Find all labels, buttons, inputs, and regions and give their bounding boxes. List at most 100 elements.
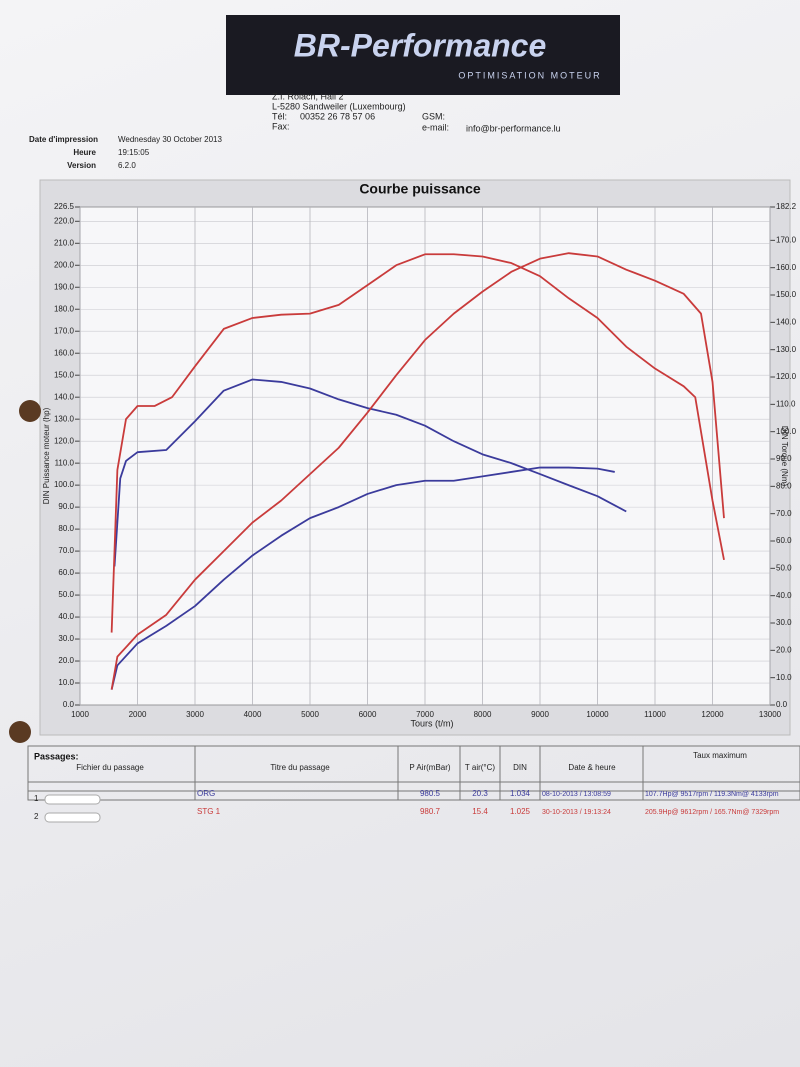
redacted xyxy=(44,812,101,823)
chart: 0.0 10.0 20.0 30.0 40.0 50.0 60.0 70.0 80.0 90.0 1… xyxy=(54,202,797,719)
punch-hole xyxy=(19,400,41,422)
y2-tick-label: 100.0 xyxy=(776,427,797,436)
table-header: P Air(mBar) xyxy=(409,763,451,772)
y2-tick-label: 120.0 xyxy=(776,372,797,381)
y-tick-label: 226.5 xyxy=(54,202,75,211)
chart-title: Courbe puissance xyxy=(359,181,481,197)
address: Z.I. Rolach, Hall 2 xyxy=(272,91,344,101)
y-tick-label: 210.0 xyxy=(54,238,75,247)
table-title: Passages: xyxy=(34,751,79,761)
y-tick-label: 80.0 xyxy=(58,524,74,533)
y-tick-label: 20.0 xyxy=(58,656,74,665)
x-tick-label: 10000 xyxy=(586,710,609,719)
table-cell: 205.9Hp@ 9612rpm / 165.7Nm@ 7329rpm xyxy=(645,809,779,816)
y2-tick-label: 110.0 xyxy=(776,399,796,408)
y-tick-label: 150.0 xyxy=(54,370,75,379)
table-cell: 08-10-2013 / 13:08:59 xyxy=(542,791,611,798)
x-tick-label: 3000 xyxy=(186,710,204,719)
label: GSM: xyxy=(422,111,445,121)
y2-tick-label: 20.0 xyxy=(776,645,792,654)
table-cell: 1 xyxy=(34,794,39,803)
y-tick-label: 100.0 xyxy=(54,480,75,489)
tagline: OPTIMISATION MOTEUR xyxy=(458,70,601,80)
y-tick-label: 130.0 xyxy=(54,414,75,423)
x-tick-label: 7000 xyxy=(416,710,434,719)
x-tick-label: 9000 xyxy=(531,710,549,719)
date: Wednesday 30 October 2013 xyxy=(118,135,222,144)
y-tick-label: 70.0 xyxy=(58,546,74,555)
table-cell: 1.034 xyxy=(510,789,531,798)
table-cell: ORG xyxy=(197,789,215,798)
y-tick-label: 190.0 xyxy=(54,282,75,291)
time: 19:15:05 xyxy=(118,148,150,157)
x-tick-label: 2000 xyxy=(129,710,147,719)
y2-tick-label: 170.0 xyxy=(776,235,797,244)
table-header: T air(°C) xyxy=(465,763,495,772)
y2-tick-label: 10.0 xyxy=(776,673,792,682)
x-axis-title: Tours (t/m) xyxy=(410,718,453,728)
y2-tick-label: 90.0 xyxy=(776,454,792,463)
x-tick-label: 11000 xyxy=(644,710,666,719)
y-tick-label: 170.0 xyxy=(54,326,75,335)
table-header: Taux maximum xyxy=(693,751,747,760)
series-line xyxy=(110,466,615,690)
y2-tick-label: 150.0 xyxy=(776,290,797,299)
table-header: Fichier du passage xyxy=(76,763,144,772)
y-tick-label: 180.0 xyxy=(54,304,75,313)
redacted xyxy=(44,794,101,805)
y-tick-label: 220.0 xyxy=(54,216,75,225)
logo: BR-Performance xyxy=(294,27,547,63)
y-tick-label: 30.0 xyxy=(58,634,74,643)
table-cell: 980.7 xyxy=(420,807,441,816)
version: 6.2.0 xyxy=(118,161,136,170)
y-tick-label: 200.0 xyxy=(54,260,75,269)
table-cell: 107.7Hp@ 9517rpm / 119.3Nm@ 4133rpm xyxy=(645,791,779,798)
y2-tick-label: 160.0 xyxy=(776,263,797,272)
table-cell: STG 1 xyxy=(197,807,221,816)
x-tick-label: 13000 xyxy=(759,710,782,719)
label: Tél: xyxy=(272,111,287,121)
table-cell: 980.5 xyxy=(420,789,441,798)
y-tick-label: 40.0 xyxy=(58,612,74,621)
x-tick-label: 6000 xyxy=(359,710,377,719)
table-cell: 20.3 xyxy=(472,789,488,798)
series-line xyxy=(110,252,725,690)
y-tick-label: 60.0 xyxy=(58,568,74,577)
address: L-5280 Sandweiler (Luxembourg) xyxy=(272,101,406,111)
y-tick-label: 140.0 xyxy=(54,392,75,401)
label: Date d'impression xyxy=(29,135,98,144)
y-axis-title: DIN Puissance moteur (hp) xyxy=(42,407,51,504)
x-tick-label: 12000 xyxy=(701,710,724,719)
y2-tick-label: 130.0 xyxy=(776,345,797,354)
y2-tick-label: 60.0 xyxy=(776,536,792,545)
y-tick-label: 160.0 xyxy=(54,348,75,357)
series-line xyxy=(113,378,627,567)
y-tick-label: 90.0 xyxy=(58,502,74,511)
table-cell: 30-10-2013 / 19:13:24 xyxy=(542,809,611,816)
table-cell: 1.025 xyxy=(510,807,531,816)
label: Version xyxy=(67,161,96,170)
label: e-mail: xyxy=(422,122,449,132)
x-tick-label: 8000 xyxy=(474,710,492,719)
table-header: Titre du passage xyxy=(270,763,330,772)
y2-tick-label: 50.0 xyxy=(776,563,792,572)
y-tick-label: 50.0 xyxy=(58,590,74,599)
email: info@br-performance.lu xyxy=(466,123,561,133)
table-grid xyxy=(27,745,800,801)
y-tick-label: 110.0 xyxy=(55,458,75,467)
label: Heure xyxy=(73,148,96,157)
table-cell: 15.4 xyxy=(472,807,488,816)
table-cell: 2 xyxy=(34,812,39,821)
label: Fax: xyxy=(272,121,290,131)
y2-tick-label: 182.2 xyxy=(776,202,797,211)
y2-tick-label: 70.0 xyxy=(776,509,792,518)
table-header: DIN xyxy=(513,763,527,772)
y-tick-label: 120.0 xyxy=(54,436,75,445)
series-line xyxy=(110,253,725,633)
y2-tick-label: 0.0 xyxy=(776,700,788,709)
y-tick-label: 0.0 xyxy=(63,700,75,709)
x-tick-label: 5000 xyxy=(301,710,319,719)
table-header: Date & heure xyxy=(568,763,616,772)
y-tick-label: 10.0 xyxy=(58,678,74,687)
